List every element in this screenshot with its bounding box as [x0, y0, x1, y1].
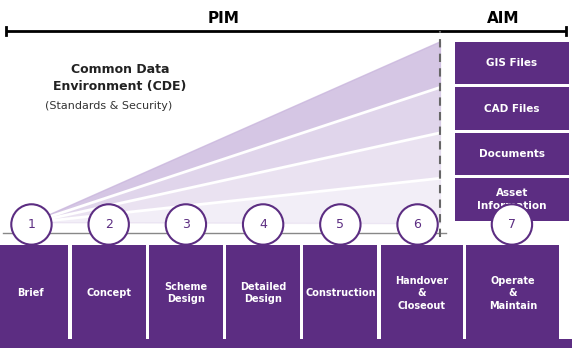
Text: Operate
&
Maintain: Operate & Maintain: [488, 276, 537, 311]
Text: Asset
Information: Asset Information: [477, 188, 547, 211]
FancyBboxPatch shape: [455, 42, 569, 85]
Text: Scheme
Design: Scheme Design: [164, 282, 208, 304]
FancyBboxPatch shape: [455, 87, 569, 130]
Ellipse shape: [89, 204, 129, 245]
FancyBboxPatch shape: [149, 245, 223, 341]
Text: Documents: Documents: [479, 149, 545, 159]
Ellipse shape: [243, 204, 283, 245]
Polygon shape: [31, 42, 440, 223]
FancyBboxPatch shape: [467, 245, 559, 341]
Text: CAD Files: CAD Files: [484, 104, 540, 113]
FancyBboxPatch shape: [0, 339, 572, 348]
Text: GIS Files: GIS Files: [486, 58, 538, 68]
Text: Construction: Construction: [305, 288, 376, 298]
Text: 3: 3: [182, 218, 190, 231]
Text: 5: 5: [336, 218, 344, 231]
Text: Concept: Concept: [86, 288, 131, 298]
FancyBboxPatch shape: [455, 178, 569, 221]
Polygon shape: [31, 178, 440, 224]
Text: AIM: AIM: [487, 11, 519, 26]
Text: 4: 4: [259, 218, 267, 231]
Text: 2: 2: [105, 218, 113, 231]
Ellipse shape: [11, 204, 51, 245]
Ellipse shape: [166, 204, 206, 245]
Polygon shape: [31, 87, 440, 223]
Text: Brief: Brief: [17, 288, 44, 298]
Text: 6: 6: [414, 218, 422, 231]
Text: PIM: PIM: [207, 11, 239, 26]
FancyBboxPatch shape: [0, 245, 69, 341]
Text: Handover
&
Closeout: Handover & Closeout: [395, 276, 448, 311]
FancyBboxPatch shape: [381, 245, 463, 341]
FancyBboxPatch shape: [226, 245, 300, 341]
Text: Common Data
Environment (CDE): Common Data Environment (CDE): [53, 63, 187, 93]
Polygon shape: [31, 133, 440, 223]
Ellipse shape: [492, 204, 532, 245]
FancyBboxPatch shape: [72, 245, 145, 341]
Ellipse shape: [320, 204, 360, 245]
FancyBboxPatch shape: [455, 133, 569, 175]
Text: Detailed
Design: Detailed Design: [240, 282, 287, 304]
Text: 7: 7: [508, 218, 516, 231]
Text: (Standards & Security): (Standards & Security): [45, 101, 172, 111]
FancyBboxPatch shape: [303, 245, 378, 341]
Ellipse shape: [398, 204, 438, 245]
Text: 1: 1: [27, 218, 35, 231]
